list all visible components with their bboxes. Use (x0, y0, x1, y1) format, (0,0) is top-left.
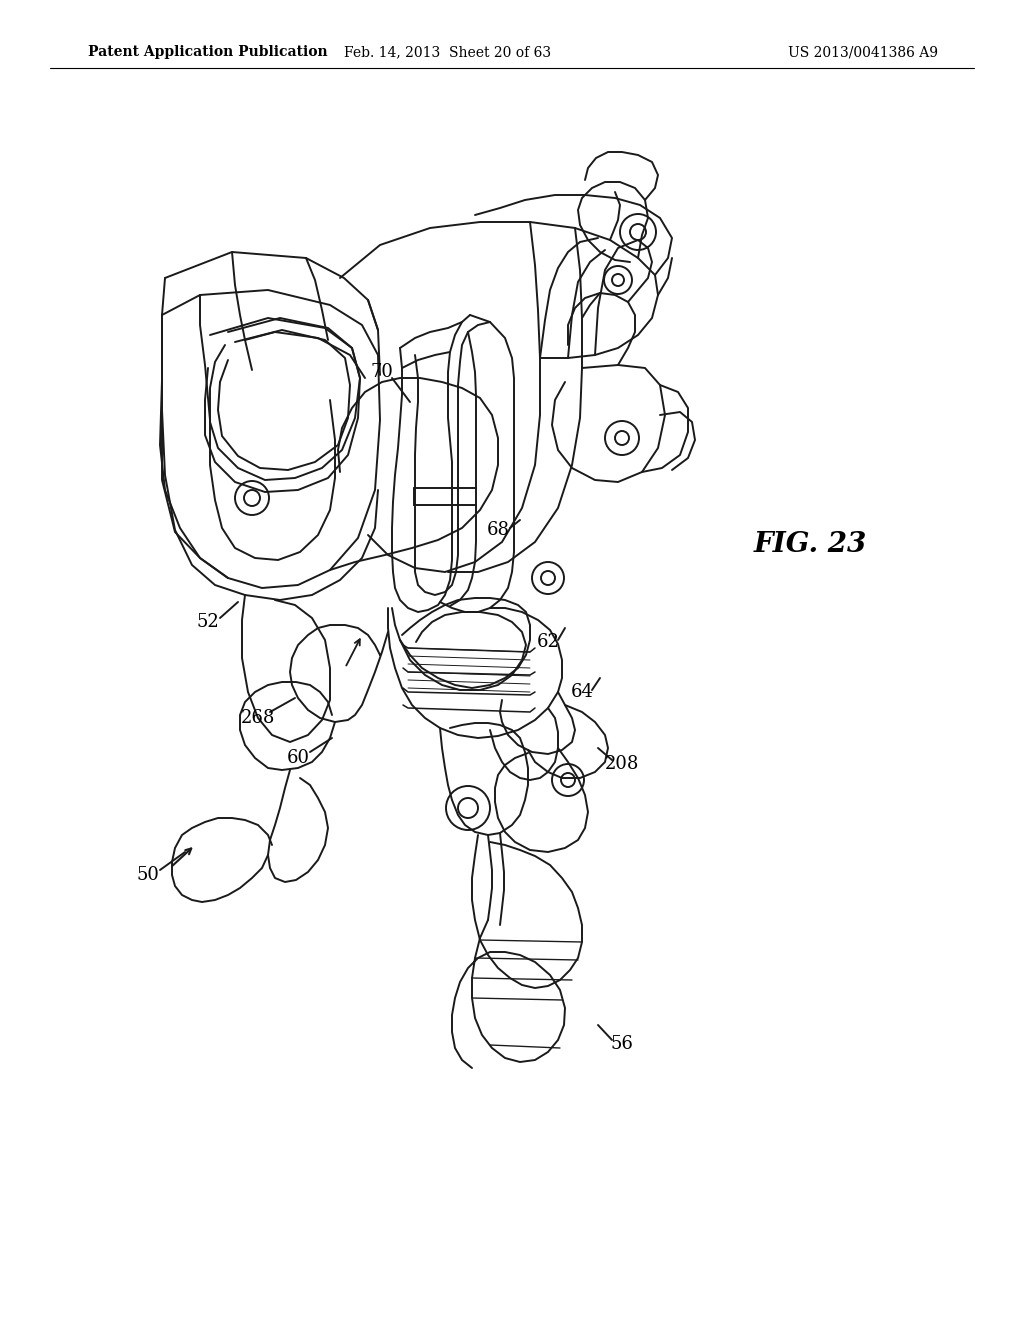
Text: 70: 70 (371, 363, 393, 381)
Text: Patent Application Publication: Patent Application Publication (88, 45, 328, 59)
Text: 50: 50 (136, 866, 160, 884)
Text: 208: 208 (605, 755, 639, 774)
Text: 60: 60 (287, 748, 309, 767)
Text: FIG. 23: FIG. 23 (754, 532, 866, 558)
Text: 62: 62 (537, 634, 559, 651)
Text: 56: 56 (610, 1035, 634, 1053)
Text: 68: 68 (486, 521, 510, 539)
Text: US 2013/0041386 A9: US 2013/0041386 A9 (788, 45, 938, 59)
Text: 52: 52 (197, 612, 219, 631)
Text: 268: 268 (241, 709, 275, 727)
Text: Feb. 14, 2013  Sheet 20 of 63: Feb. 14, 2013 Sheet 20 of 63 (344, 45, 552, 59)
Text: 64: 64 (570, 682, 594, 701)
